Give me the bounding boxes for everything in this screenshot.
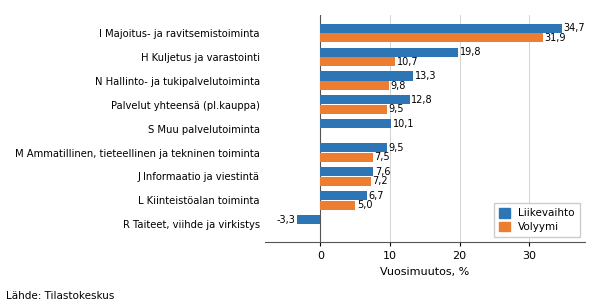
Text: 7,5: 7,5 bbox=[374, 152, 390, 162]
Bar bbox=[320, 177, 371, 186]
Bar bbox=[298, 215, 320, 224]
Text: 10,7: 10,7 bbox=[397, 57, 418, 67]
Bar bbox=[320, 119, 391, 128]
Text: Lähde: Tilastokeskus: Lähde: Tilastokeskus bbox=[6, 291, 115, 301]
Bar bbox=[320, 191, 367, 200]
Bar bbox=[320, 24, 562, 33]
Text: 12,8: 12,8 bbox=[411, 95, 433, 105]
Bar bbox=[320, 167, 373, 176]
Legend: Liikevaihto, Volyymi: Liikevaihto, Volyymi bbox=[494, 203, 580, 237]
Bar bbox=[320, 33, 542, 42]
Text: 10,1: 10,1 bbox=[392, 119, 414, 129]
X-axis label: Vuosimuutos, %: Vuosimuutos, % bbox=[380, 267, 469, 277]
Text: 9,8: 9,8 bbox=[391, 81, 406, 91]
Text: 7,6: 7,6 bbox=[375, 167, 391, 177]
Text: 9,5: 9,5 bbox=[388, 105, 404, 115]
Text: 6,7: 6,7 bbox=[369, 191, 385, 201]
Bar bbox=[320, 47, 458, 57]
Bar bbox=[320, 71, 413, 81]
Bar bbox=[320, 105, 386, 114]
Bar bbox=[320, 143, 386, 152]
Text: 31,9: 31,9 bbox=[544, 33, 566, 43]
Text: 9,5: 9,5 bbox=[388, 143, 404, 153]
Text: 13,3: 13,3 bbox=[415, 71, 436, 81]
Text: 7,2: 7,2 bbox=[373, 176, 388, 186]
Bar bbox=[320, 95, 410, 105]
Bar bbox=[320, 81, 389, 90]
Text: 19,8: 19,8 bbox=[460, 47, 482, 57]
Text: 5,0: 5,0 bbox=[357, 200, 373, 210]
Text: 34,7: 34,7 bbox=[564, 23, 586, 33]
Bar bbox=[320, 153, 373, 162]
Bar bbox=[320, 201, 355, 210]
Text: -3,3: -3,3 bbox=[277, 215, 296, 225]
Bar bbox=[320, 57, 395, 66]
